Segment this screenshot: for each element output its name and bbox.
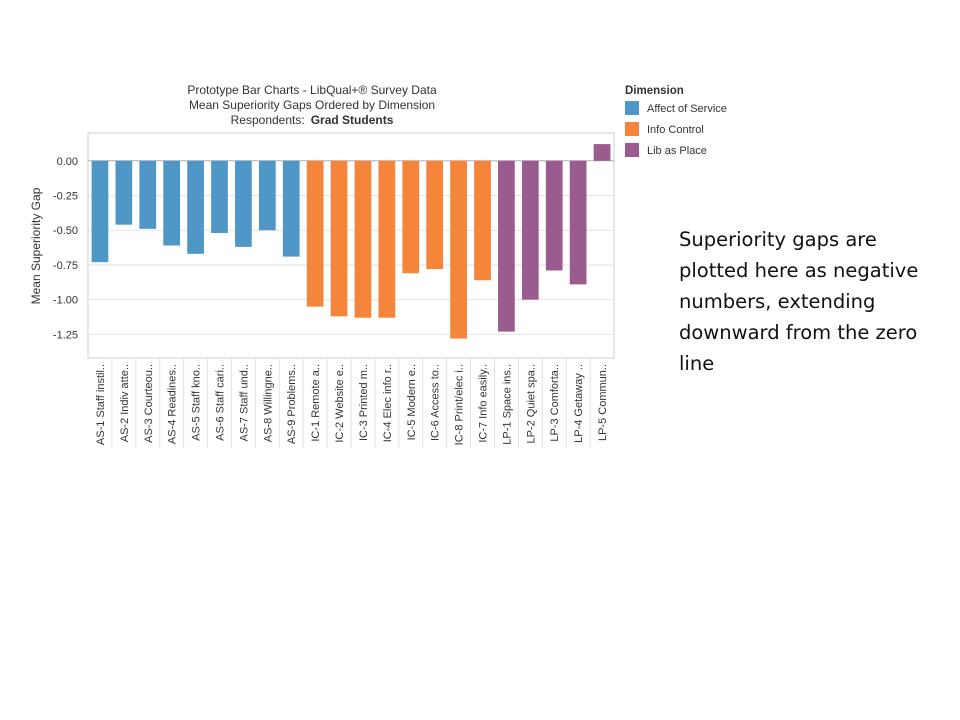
- x-tick-label: IC-1 Remote a..: [310, 364, 322, 442]
- bar: [545, 160, 563, 271]
- legend-entry-label: Affect of Service: [647, 103, 727, 115]
- x-tick-label: AS-4 Readines..: [167, 364, 179, 444]
- y-tick-label: 0.00: [57, 156, 78, 168]
- bars: [91, 144, 611, 339]
- x-tick-label: AS-8 Willingne..: [262, 364, 274, 442]
- bar: [163, 160, 181, 246]
- x-tick-label: IC-3 Printed m..: [358, 364, 370, 441]
- x-tick-label: AS-9 Problems..: [286, 364, 298, 444]
- x-tick-label: AS-1 Staff instil..: [95, 364, 107, 445]
- y-tick-label: -0.75: [53, 260, 78, 272]
- x-tick-label: IC-6 Access to..: [430, 364, 442, 441]
- bar: [426, 160, 444, 270]
- x-tick-label: AS-7 Staff und..: [238, 364, 250, 441]
- x-tick-label: IC-4 Elec info r..: [382, 364, 394, 442]
- respondents-value: Grad Students: [311, 113, 394, 127]
- x-tick-label: IC-5 Modern e..: [406, 364, 418, 440]
- legend-entry-label: Info Control: [647, 124, 704, 136]
- x-axis-ticks: AS-1 Staff instil.. AS-2 Indiv atte.. AS-3…: [95, 358, 609, 448]
- legend-swatch: [625, 122, 639, 136]
- legend-title: Dimension: [625, 85, 684, 97]
- bar: [258, 160, 276, 231]
- legend-swatch: [625, 101, 639, 115]
- bar: [91, 160, 109, 263]
- chart-title-line-2: Mean Superiority Gaps Ordered by Dimensi…: [189, 98, 435, 112]
- bar: [115, 160, 133, 225]
- y-tick-label: -0.50: [53, 225, 78, 237]
- legend-entry-label: Lib as Place: [647, 145, 707, 157]
- bar: [139, 160, 157, 229]
- bar: [354, 160, 372, 318]
- y-axis-label: Mean Superiority Gap: [29, 187, 43, 304]
- bar: [211, 160, 228, 233]
- x-tick-label: AS-3 Courteou..: [143, 364, 155, 443]
- bar: [402, 160, 420, 274]
- bar: [521, 160, 539, 300]
- x-tick-label: LP-1 Space ins..: [501, 364, 513, 445]
- x-tick-label: LP-4 Getaway ..: [573, 364, 585, 443]
- bar: [474, 160, 491, 281]
- bar: [569, 160, 587, 285]
- bar: [306, 160, 324, 307]
- bar: [282, 160, 300, 257]
- y-tick-label: -1.25: [53, 329, 78, 341]
- x-tick-label: AS-6 Staff cari..: [215, 364, 227, 441]
- bar: [187, 160, 204, 254]
- legend: Dimension Affect of Service Info Control L…: [625, 85, 727, 157]
- x-tick-label: AS-5 Staff kno..: [191, 364, 203, 441]
- side-note: Superiority gaps are plotted here as neg…: [679, 228, 919, 375]
- x-tick-label: IC-8 Print/elec i..: [454, 364, 466, 445]
- chart-title-line-1: Prototype Bar Charts - LibQual+® Survey …: [187, 83, 437, 97]
- chart-title-line-3: Respondents: Grad Students: [231, 113, 394, 127]
- bar: [498, 160, 515, 332]
- x-tick-label: AS-2 Indiv atte..: [119, 364, 131, 442]
- bar: [330, 160, 348, 317]
- x-tick-label: LP-5 Commun..: [597, 364, 609, 441]
- bar: [593, 144, 611, 161]
- y-tick-label: -0.25: [53, 191, 78, 203]
- x-tick-label: LP-2 Quiet spa..: [525, 364, 537, 444]
- y-axis-ticks: 0.00 -0.25 -0.50 -0.75 -1.00 -1.25: [53, 156, 78, 342]
- bar: [235, 160, 252, 247]
- x-tick-label: IC-7 Info easily..: [478, 364, 490, 443]
- bar: [450, 160, 467, 339]
- legend-swatch: [625, 143, 639, 157]
- x-tick-label: IC-2 Website e..: [334, 364, 346, 443]
- respondents-label: Respondents:: [231, 113, 305, 127]
- x-tick-label: LP-3 Comforta..: [549, 364, 561, 442]
- y-tick-label: -1.00: [53, 295, 78, 307]
- bar: [378, 160, 396, 318]
